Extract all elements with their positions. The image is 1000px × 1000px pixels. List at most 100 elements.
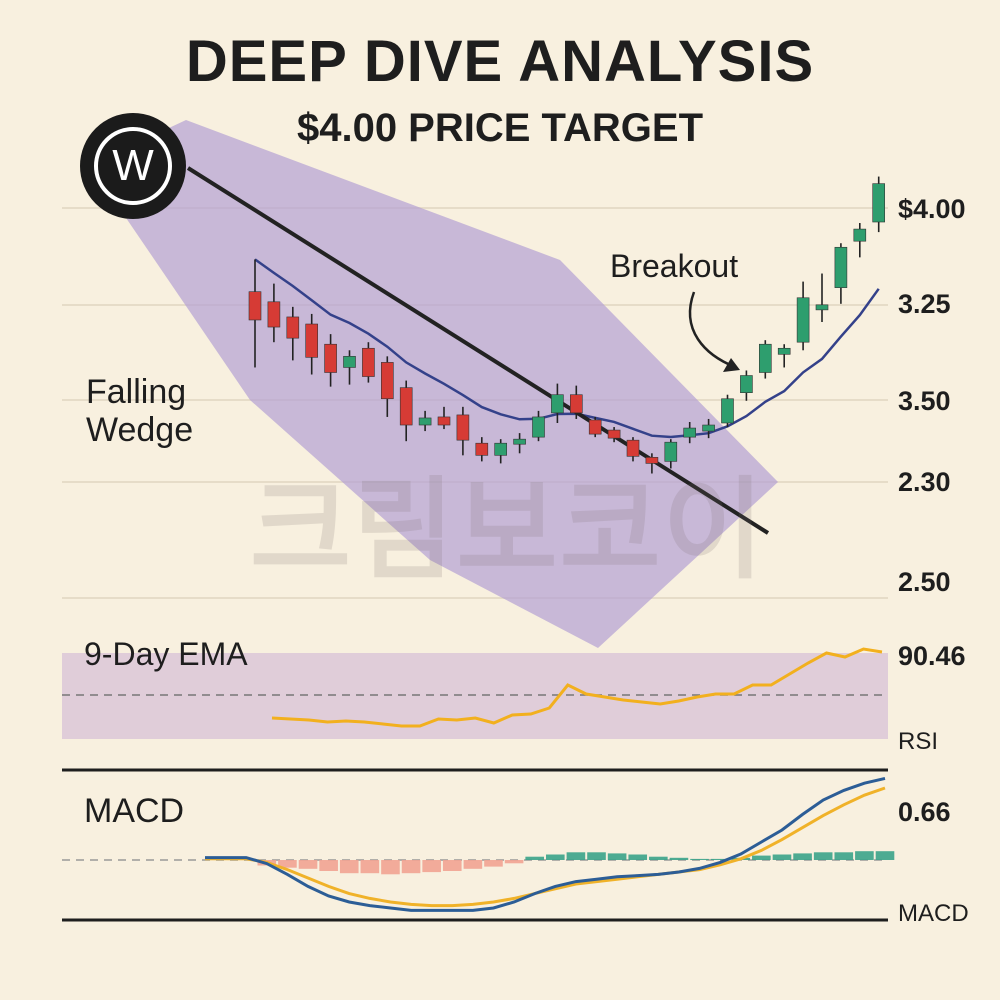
histogram-bar (401, 860, 421, 874)
histogram-bar (298, 860, 318, 869)
page-title: DEEP DIVE ANALYSIS (185, 29, 815, 94)
falling-wedge-area (90, 120, 778, 648)
macd-side-label: MACD (898, 900, 969, 927)
candle-body (494, 442, 508, 456)
candle (286, 306, 300, 361)
candle-body (267, 301, 281, 328)
macd-histogram (257, 851, 895, 875)
watermark: 크림보코이 (250, 469, 766, 592)
candle (437, 406, 451, 430)
candle-body (399, 387, 413, 426)
price-label-1: 3.25 (898, 289, 951, 319)
candle-body (853, 228, 867, 242)
histogram-bar (710, 858, 730, 860)
ema-panel-title: 9-Day EMA (84, 636, 248, 672)
candle-body (551, 394, 564, 414)
candle (343, 350, 356, 385)
macd-value-label: 0.66 (898, 797, 951, 827)
candle-body (702, 424, 715, 432)
histogram-bar (278, 860, 297, 868)
falling-wedge-label: Falling Wedge (86, 373, 194, 449)
candle (834, 243, 848, 304)
histogram-bar (628, 854, 648, 860)
candle-body (569, 394, 583, 414)
candle-body (513, 438, 526, 445)
candle-body (362, 347, 375, 377)
candle-body (777, 347, 791, 355)
candle-body (721, 398, 734, 424)
price-label-3: 2.30 (898, 467, 951, 497)
rsi-side-label: RSI (898, 728, 939, 755)
candle (683, 421, 697, 444)
candle (305, 313, 319, 375)
candle-body (324, 343, 337, 373)
candle (815, 273, 829, 322)
histogram-bar (422, 860, 441, 873)
candle-body (872, 183, 886, 223)
histogram-bar (813, 852, 833, 860)
candle-body (343, 356, 356, 368)
price-label-2: 3.50 (898, 386, 951, 416)
histogram-bar (875, 851, 895, 860)
histogram-bar (587, 852, 606, 860)
candle-body (248, 291, 262, 321)
candle (248, 259, 262, 368)
breakout-arrow-head (723, 358, 740, 372)
macd-panel-title: MACD (84, 792, 185, 830)
histogram-bar (855, 851, 874, 860)
ema-value-label: 90.46 (898, 641, 966, 671)
candle-body (456, 414, 470, 441)
ema-line (254, 258, 880, 439)
histogram-bar (381, 860, 400, 875)
candle-body (418, 417, 432, 426)
candle-body (758, 343, 772, 373)
candle (551, 383, 564, 423)
logo-letter: W (94, 127, 172, 205)
wedge-trend-line (186, 166, 770, 535)
candle-body (815, 304, 829, 311)
histogram-bar (649, 856, 668, 860)
candle (380, 356, 394, 417)
candle (494, 439, 508, 464)
histogram-bar (360, 860, 380, 874)
candle (267, 283, 281, 343)
candle-body (607, 429, 621, 439)
candle (664, 439, 678, 469)
candle-body (475, 442, 489, 456)
signal-line (205, 786, 886, 908)
price-label-0: $4.00 (898, 194, 966, 224)
candle (872, 176, 886, 233)
candle-body (286, 316, 300, 339)
candle-body (796, 297, 810, 343)
candle (758, 340, 772, 379)
histogram-bar (834, 852, 854, 860)
brand-logo: W (80, 113, 186, 219)
candle-body (437, 416, 451, 426)
histogram-bar (546, 854, 565, 860)
candle (645, 453, 659, 474)
candle (569, 385, 583, 419)
rsi-band (62, 653, 888, 739)
candle-body (305, 323, 319, 358)
candle (588, 416, 602, 438)
candle-body (834, 246, 848, 288)
candle (796, 281, 810, 351)
candle-body (380, 362, 394, 400)
candle (777, 344, 791, 368)
histogram-bar (669, 857, 689, 860)
candle-body (532, 416, 545, 438)
candle (721, 394, 734, 428)
candle-body (683, 427, 697, 438)
rsi-line (271, 647, 883, 728)
candle-body (588, 419, 602, 435)
candle (853, 223, 867, 258)
candlestick-series (248, 176, 886, 474)
histogram-bar (607, 853, 627, 860)
candle (702, 418, 715, 439)
histogram-bar (339, 860, 359, 874)
histogram-bar (319, 860, 338, 871)
histogram-bar (690, 858, 709, 860)
candle-body (645, 457, 659, 464)
candle (324, 334, 337, 387)
